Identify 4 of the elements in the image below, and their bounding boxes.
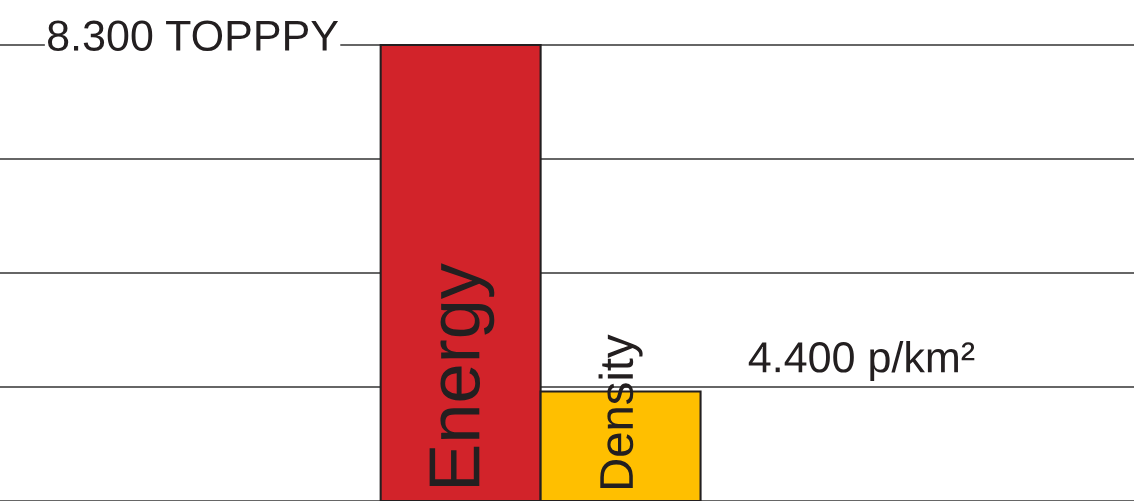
x-tick-label: Energy — [429, 263, 495, 486]
annotation: 4.400 p/km² — [748, 340, 975, 382]
x-tick-label: Density — [598, 334, 643, 489]
annotation: 8.300 TOPPPY — [48, 20, 339, 51]
